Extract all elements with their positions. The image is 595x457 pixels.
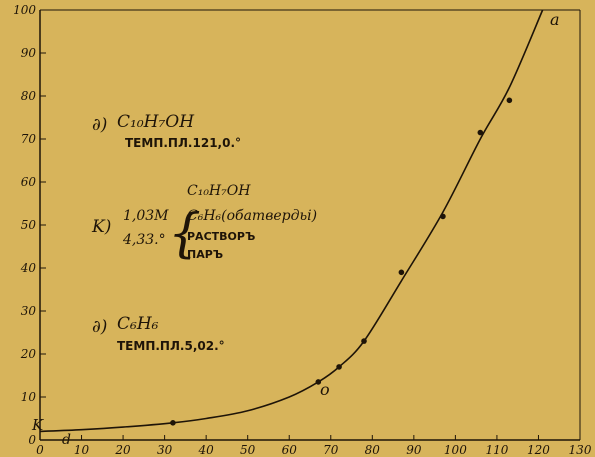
- point-label-a: a: [550, 10, 560, 29]
- annotation-eutectic-right3: РАСТВОРЪ: [187, 230, 255, 243]
- annotation-benzene-prefix: ∂): [92, 317, 107, 337]
- data-point: [398, 269, 405, 276]
- annotation-eutectic-left2: 4,33.°: [122, 232, 166, 248]
- x-tick-label: 90: [406, 443, 422, 457]
- point-label-o: o: [320, 380, 330, 399]
- annotation-eutectic: K) 1,03M 4,33.° { C₁₀H₇OH C₆H₆(обатвердь…: [91, 183, 317, 264]
- y-tick-label: 60: [21, 175, 37, 189]
- x-tick-label: 10: [74, 443, 90, 457]
- annotation-eutectic-right2: C₆H₆(обатвердьі): [187, 208, 317, 224]
- point-labels: K d o a: [31, 10, 560, 448]
- x-tick-label: 0: [36, 443, 44, 457]
- point-label-d: d: [62, 432, 71, 448]
- data-point: [361, 338, 367, 344]
- x-tick-label: 50: [240, 443, 256, 457]
- annotation-naphthol-mp: ТЕМП.ПЛ.121,0.°: [125, 136, 241, 150]
- y-tick-label: 10: [21, 390, 37, 404]
- x-tick-label: 70: [323, 443, 339, 457]
- ticks: [39, 9, 581, 441]
- tick-labels: 0 10 20 30 40 50 60 70 80 90 100 110 120 130 0 10 20 30 40…: [13, 3, 592, 457]
- x-tick-label: 100: [444, 443, 467, 457]
- annotation-eutectic-left1: 1,03M: [123, 208, 169, 224]
- x-tick-label: 40: [198, 443, 215, 457]
- annotation-benzene-formula: C₆H₆: [117, 314, 159, 334]
- annotation-naphthol-prefix: ∂): [92, 115, 107, 135]
- annotation-naphthol-formula: C₁₀H₇OH: [117, 112, 195, 132]
- annotation-eutectic-right1: C₁₀H₇OH: [187, 183, 251, 199]
- x-tick-label: 30: [157, 443, 173, 457]
- y-tick-label: 100: [13, 3, 36, 17]
- y-tick-label: 50: [21, 218, 37, 232]
- data-point: [506, 97, 513, 104]
- data-point: [170, 420, 176, 426]
- x-tick-label: 20: [114, 443, 131, 457]
- annotation-eutectic-right4: ПАРЪ: [187, 248, 223, 261]
- x-tick-label: 110: [485, 443, 508, 457]
- y-tick-label: 20: [20, 347, 37, 361]
- data-curve: [39, 9, 544, 433]
- data-points: [170, 97, 513, 426]
- y-tick-label: 80: [21, 89, 37, 103]
- x-tick-label: 60: [282, 443, 298, 457]
- annotation-benzene: ∂) C₆H₆ ТЕМП.ПЛ.5,02.°: [92, 314, 225, 353]
- annotation-eutectic-prefix: K): [91, 217, 111, 237]
- y-tick-label: 90: [21, 46, 37, 60]
- data-point: [440, 213, 446, 220]
- data-point: [336, 364, 342, 370]
- x-tick-label: 80: [365, 443, 381, 457]
- point-label-k: K: [31, 416, 44, 434]
- annotation-eutectic-brace: {: [168, 204, 201, 264]
- y-tick-label: 30: [21, 304, 37, 318]
- y-tick-label: 0: [28, 433, 36, 447]
- annotation-benzene-mp: ТЕМП.ПЛ.5,02.°: [117, 339, 225, 353]
- plot-frame: [39, 9, 581, 441]
- x-tick-label: 130: [569, 443, 592, 457]
- x-tick-label: 120: [527, 443, 550, 457]
- data-point: [315, 379, 322, 385]
- data-point: [477, 129, 484, 136]
- y-tick-label: 70: [21, 132, 37, 146]
- y-tick-label: 40: [20, 261, 37, 275]
- annotation-naphthol: ∂) C₁₀H₇OH ТЕМП.ПЛ.121,0.°: [92, 112, 241, 150]
